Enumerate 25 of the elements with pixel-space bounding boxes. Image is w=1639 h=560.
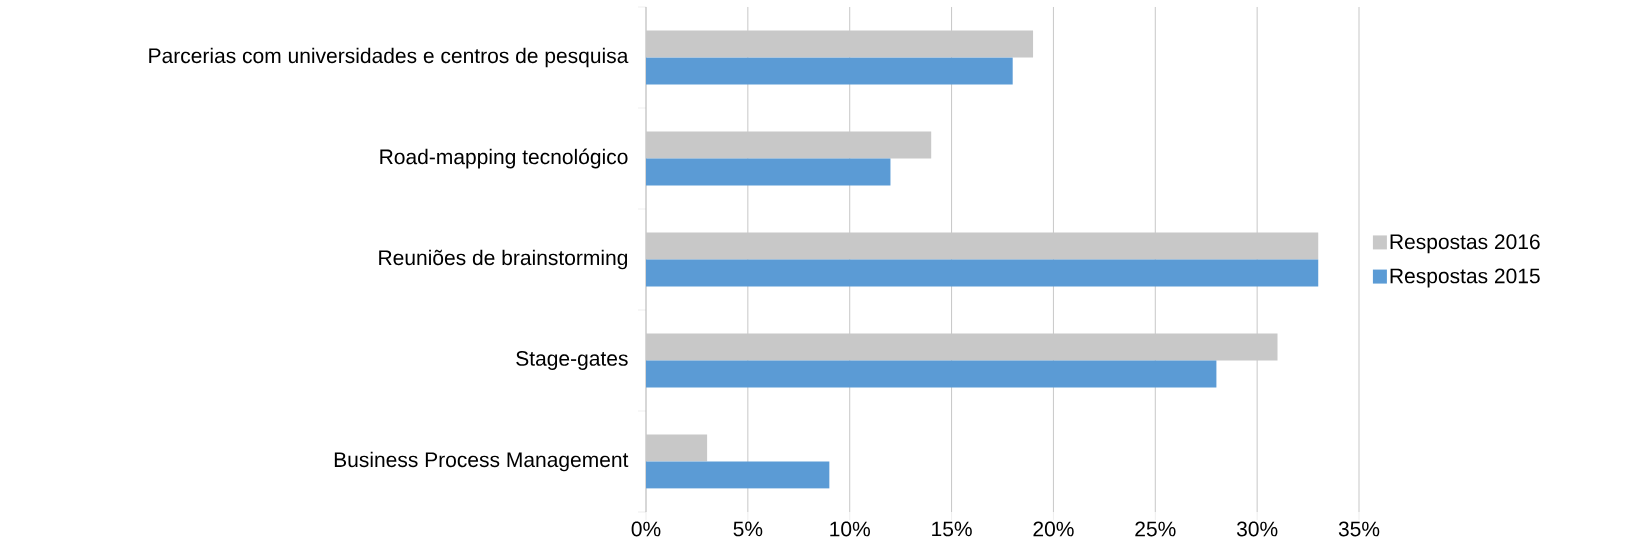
x-tick-label: 25% [1135,521,1176,537]
bar [646,461,830,489]
bar [646,259,1319,287]
bar [646,360,1217,388]
y-tick-label: Business Process Management [334,451,629,472]
x-tick-label: 35% [1338,521,1380,537]
bar [646,434,708,462]
bar [646,57,1013,85]
x-tick-label: 5% [733,521,763,537]
bar [646,333,1278,361]
bar [646,30,1034,58]
legend-label: Respostas 2015 [1390,268,1540,288]
x-tick-label: 0% [631,521,661,537]
x-tick-label: 15% [932,521,972,537]
y-tick-label: Road-mapping tecnológico [380,148,628,169]
bar [646,232,1319,260]
x-tick-label: 30% [1236,521,1278,537]
legend-label: Respostas 2016 [1390,234,1540,254]
y-tick-label: Reuniões de brainstorming [379,249,628,270]
y-tick-label: Parcerias com universidades e centros de pesquisa [149,47,629,68]
bar [646,158,891,186]
x-tick-label: 20% [1033,521,1074,537]
y-tick-label: Stage-gates [516,350,628,371]
x-tick-label: 10% [830,521,870,537]
bar [646,131,932,159]
